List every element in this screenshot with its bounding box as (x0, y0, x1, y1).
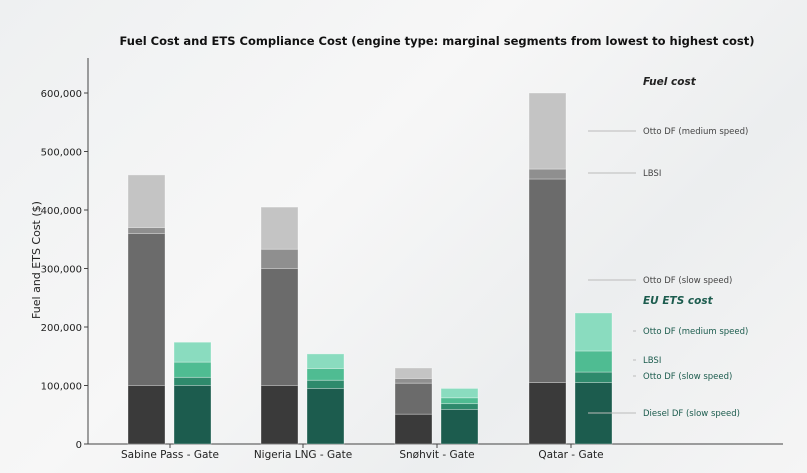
chart-title: Fuel Cost and ETS Compliance Cost (engin… (119, 34, 754, 48)
y-tick-label: 300,000 (41, 265, 82, 276)
fuel-bar-segment (127, 385, 166, 445)
x-tick-label: Qatar - Gate (538, 449, 603, 461)
ets-bar-segment (440, 409, 479, 445)
ets-bar-segment (173, 341, 212, 363)
y-tick-label: 400,000 (41, 206, 82, 217)
ets-bar-segment (440, 388, 479, 399)
ets-bar-segment (574, 371, 613, 383)
fuel-bar-segment (127, 227, 166, 234)
fuel-bar-segment (528, 382, 567, 445)
legend-fuel-label: LBSI (643, 169, 661, 179)
y-tick-label: 500,000 (41, 148, 82, 159)
legend-ets-heading: EU ETS cost (643, 295, 714, 307)
fuel-bar-segment (260, 206, 299, 250)
fuel-bar-segment (528, 92, 567, 170)
y-tick-label: 200,000 (41, 323, 82, 334)
x-tick-label: Nigeria LNG - Gate (254, 449, 352, 461)
fuel-bar-segment (127, 174, 166, 228)
legend-fuel-label: Otto DF (medium speed) (643, 127, 748, 137)
ets-bar-segment (306, 368, 345, 381)
legend-fuel-heading: Fuel cost (643, 76, 697, 88)
fuel-bar-segment (260, 268, 299, 386)
ets-bar-segment (574, 350, 613, 373)
ets-bar-segment (440, 403, 479, 410)
legend-ets-label: LBSI (643, 356, 661, 366)
y-axis-label: Fuel and ETS Cost ($) (30, 201, 43, 319)
fuel-bar-segment (260, 248, 299, 269)
legend-ets-label: Diesel DF (slow speed) (643, 409, 740, 419)
ets-bar-segment (173, 385, 212, 445)
ets-bar-segment (173, 361, 212, 378)
fuel-bar-segment (260, 385, 299, 445)
x-tick-label: Sabine Pass - Gate (121, 449, 219, 461)
fuel-bar-segment (528, 178, 567, 383)
x-tick-label: Snøhvit - Gate (399, 449, 474, 461)
fuel-bar-segment (127, 232, 166, 386)
legend-ets-label: Otto DF (slow speed) (643, 372, 732, 382)
fuel-bar-segment (394, 413, 433, 445)
legend-ets-label: Otto DF (medium speed) (643, 327, 748, 337)
ets-bar-segment (306, 379, 345, 389)
fuel-bar-segment (394, 382, 433, 415)
legend-fuel-label: Otto DF (slow speed) (643, 276, 732, 286)
ets-bar-segment (574, 312, 613, 352)
ets-bar-segment (440, 397, 479, 405)
ets-bar-segment (173, 376, 212, 386)
y-tick-label: 100,000 (41, 382, 82, 393)
ets-bar-segment (306, 388, 345, 445)
y-tick-label: 0 (76, 440, 82, 451)
ets-bar-segment (306, 353, 345, 369)
y-tick-label: 600,000 (41, 89, 82, 100)
fuel-bar-segment (394, 367, 433, 379)
fuel-bar-segment (394, 378, 433, 384)
fuel-bar-segment (528, 168, 567, 180)
